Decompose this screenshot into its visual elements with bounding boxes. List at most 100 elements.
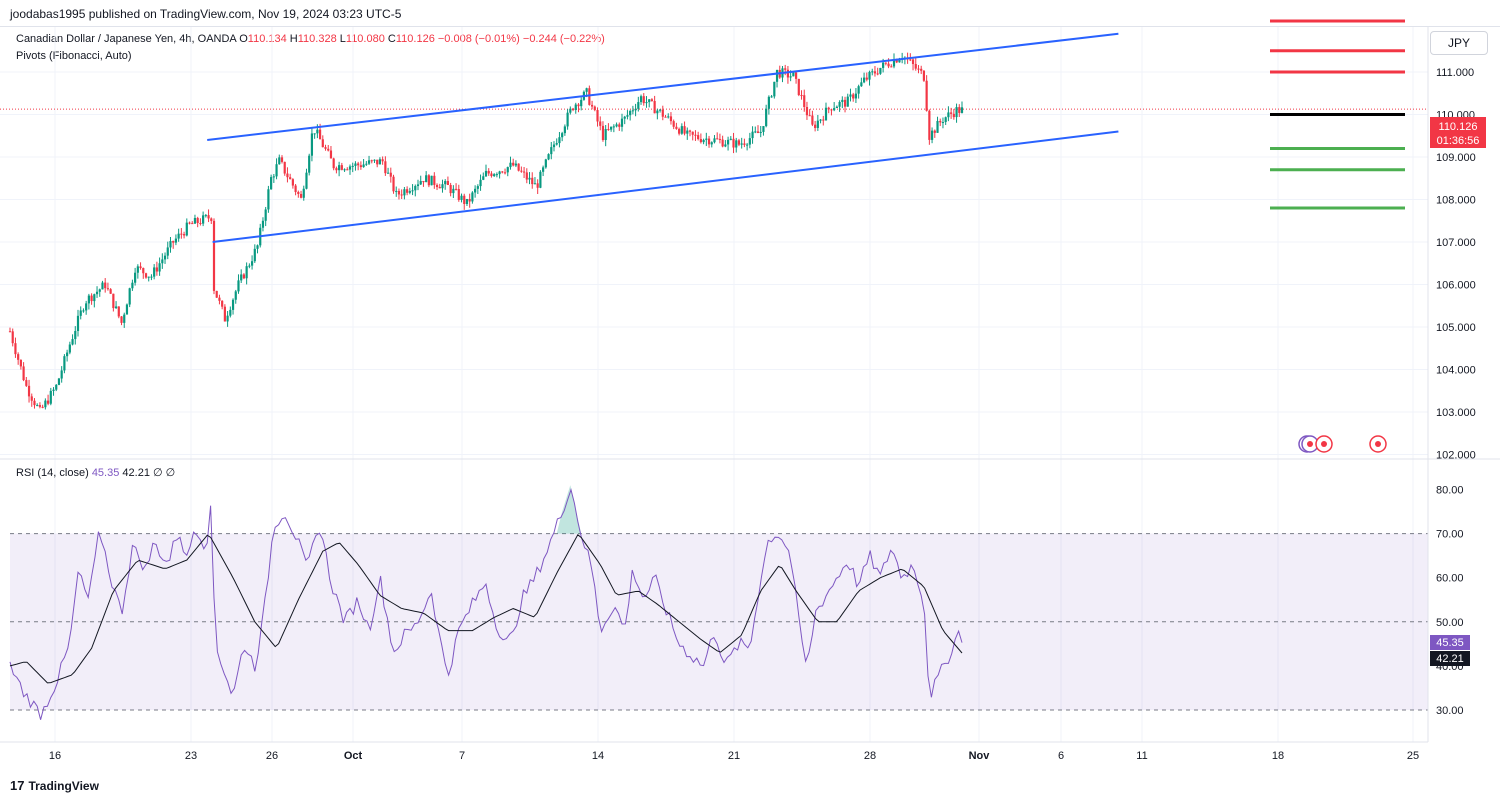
candle-up: [754, 131, 757, 133]
rsi-legend[interactable]: RSI (14, close) 45.35 42.21 ∅ ∅: [16, 466, 175, 479]
symbol-description[interactable]: Canadian Dollar / Japanese Yen, 4h, OAND…: [16, 33, 237, 45]
candle-up: [444, 181, 447, 185]
candle-up: [585, 88, 588, 92]
candle-down: [797, 78, 800, 96]
candle-up: [892, 59, 896, 67]
candle-down: [756, 131, 760, 133]
candle-up: [930, 130, 934, 140]
candle-down: [784, 68, 787, 70]
candle-up: [514, 163, 518, 166]
candle-down: [669, 116, 673, 122]
candle-up: [751, 131, 754, 139]
candle-up: [226, 315, 229, 322]
candle-up: [544, 159, 547, 168]
time-tick-label: 23: [185, 750, 197, 762]
tradingview-logo-icon[interactable]: 17: [10, 778, 25, 793]
candle-up: [629, 110, 632, 116]
candle-up: [484, 170, 488, 177]
candle-up: [354, 163, 357, 166]
rsi-ma-label: 42.21: [1436, 653, 1464, 665]
time-tick-label: 25: [1407, 750, 1419, 762]
candle-down: [329, 150, 333, 159]
candle-up: [131, 282, 134, 289]
candle-up: [610, 126, 613, 130]
candle-up: [552, 144, 556, 148]
time-tick-label: 18: [1272, 750, 1284, 762]
candle-down: [468, 198, 471, 202]
candle-up: [57, 378, 61, 385]
candle-up: [234, 291, 237, 300]
candle-up: [860, 82, 863, 87]
candle-down: [449, 184, 452, 194]
candle-up: [740, 143, 743, 145]
candle-up: [414, 186, 417, 191]
candle-up: [270, 177, 273, 190]
candle-up: [87, 295, 90, 304]
candle-down: [210, 218, 213, 221]
candle-up: [656, 110, 659, 114]
rsi-value-bg: [1430, 635, 1470, 650]
candle-down: [109, 289, 112, 294]
candle-up: [411, 190, 414, 192]
candle-down: [318, 129, 322, 140]
channel-upper-line: [207, 32, 1119, 141]
high-value: 110.328: [297, 33, 337, 45]
candle-up: [645, 102, 648, 104]
candle-down: [503, 172, 507, 174]
candle-down: [811, 115, 814, 125]
candle-down: [196, 217, 199, 223]
candle-up: [55, 384, 58, 390]
channel-lines: [207, 32, 1119, 243]
candle-down: [650, 99, 654, 101]
candle-down: [593, 106, 596, 111]
candle-up: [868, 71, 871, 80]
candle-down: [743, 143, 746, 145]
candle-down: [286, 173, 289, 178]
candle-up: [623, 116, 626, 119]
close-value: 110.126: [395, 33, 435, 45]
candle-up: [882, 62, 885, 68]
candle-down: [389, 172, 392, 177]
candle-up: [250, 261, 254, 266]
candle-down: [332, 158, 335, 169]
candle-up: [185, 222, 188, 236]
top-bar: joodabas1995 published on TradingView.co…: [0, 0, 1500, 27]
candle-up: [60, 370, 63, 379]
candle-up: [612, 126, 615, 128]
price-tick-label: 109.000: [1436, 152, 1476, 164]
candle-down: [590, 104, 594, 107]
price-tick-label: 103.000: [1436, 407, 1476, 419]
candle-down: [191, 223, 194, 225]
candle-down: [939, 120, 942, 123]
currency-button[interactable]: JPY: [1430, 31, 1488, 55]
candle-up: [762, 126, 765, 132]
pivots-legend[interactable]: Pivots (Fibonacci, Auto): [16, 50, 132, 62]
candle-down: [890, 66, 893, 68]
price-tick-label: 104.000: [1436, 365, 1476, 377]
candle-up: [631, 110, 634, 112]
rsi-ma-line: [9, 534, 963, 684]
candle-up: [272, 176, 275, 178]
candle-up: [748, 138, 751, 145]
candle-up: [378, 159, 382, 165]
candles: [8, 52, 964, 410]
price-tick-label: 105.000: [1436, 322, 1476, 334]
event-marker-dot: [1307, 441, 1313, 447]
time-tick-label: 21: [728, 750, 740, 762]
low-value: 110.080: [345, 33, 385, 45]
candle-down: [117, 306, 120, 317]
candle-down: [182, 234, 186, 236]
candle-down: [106, 288, 110, 290]
candle-up: [161, 259, 164, 264]
candle-down: [512, 162, 515, 166]
candle-down: [588, 88, 591, 105]
rsi-value-label: 45.35: [1436, 637, 1464, 649]
rsi-tick-label: 80.00: [1436, 485, 1464, 497]
candle-up: [101, 282, 104, 290]
candle-up: [163, 255, 167, 260]
candle-down: [852, 94, 855, 99]
candle-down: [925, 80, 928, 111]
price-tick-label: 108.000: [1436, 195, 1476, 207]
candle-up: [680, 126, 683, 134]
